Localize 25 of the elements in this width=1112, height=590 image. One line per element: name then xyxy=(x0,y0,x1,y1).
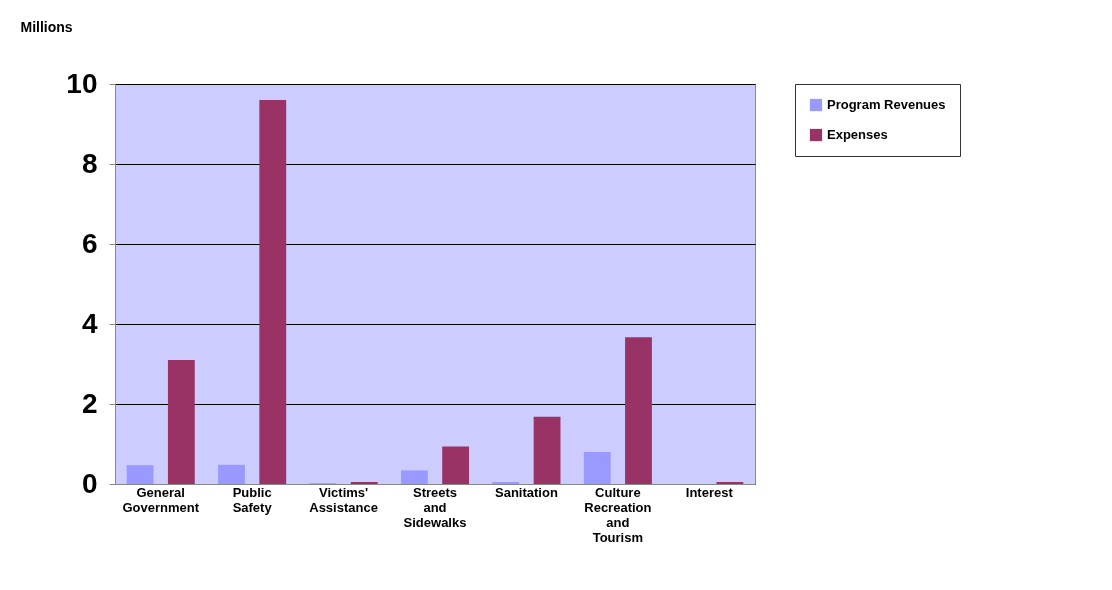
x-tick-label: Sanitation xyxy=(495,484,558,500)
legend-label: Program Revenues xyxy=(827,97,946,112)
bar xyxy=(625,337,652,484)
x-tick-label: Victims' Assistance xyxy=(309,484,378,515)
bar xyxy=(259,100,287,484)
bar xyxy=(167,360,195,484)
bar xyxy=(583,452,611,484)
y-tick-label: 6 xyxy=(81,227,98,259)
bar xyxy=(400,470,428,484)
y-tick-label: 4 xyxy=(81,307,98,339)
y-axis-title: Millions xyxy=(20,18,73,35)
bar xyxy=(442,446,470,484)
x-tick-label: Public Safety xyxy=(232,484,273,515)
y-tick-label: 8 xyxy=(81,147,98,179)
y-tick-label: 2 xyxy=(81,387,98,419)
bar xyxy=(218,464,245,484)
bar xyxy=(126,465,154,484)
x-tick-label: Interest xyxy=(685,484,734,500)
x-tick-label: General Government xyxy=(122,484,200,515)
x-tick-label: Culture Recreation and Tourism xyxy=(584,484,652,545)
x-tick-label: Streets and Sidewalks xyxy=(403,484,467,530)
legend-label: Expenses xyxy=(827,127,888,142)
y-tick-label: 10 xyxy=(66,67,98,99)
y-tick-label: 0 xyxy=(81,467,98,499)
bar xyxy=(533,416,561,484)
